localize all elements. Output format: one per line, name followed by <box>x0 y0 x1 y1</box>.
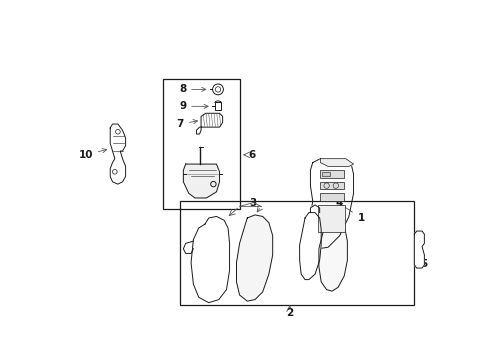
Bar <box>320 193 343 201</box>
Bar <box>320 170 343 178</box>
Text: 9: 9 <box>179 101 208 111</box>
Text: 4: 4 <box>318 198 343 212</box>
Text: 3: 3 <box>250 198 257 208</box>
Bar <box>163 80 240 209</box>
Polygon shape <box>110 124 125 184</box>
Bar <box>179 201 415 305</box>
Polygon shape <box>201 113 222 127</box>
Text: 2: 2 <box>286 308 293 318</box>
Polygon shape <box>320 159 354 166</box>
Polygon shape <box>196 127 201 134</box>
Text: 8: 8 <box>179 84 206 94</box>
Text: 10: 10 <box>78 149 107 160</box>
Bar <box>322 172 330 176</box>
Text: 6: 6 <box>248 150 255 160</box>
Polygon shape <box>237 215 273 301</box>
Text: 5: 5 <box>418 247 427 269</box>
Polygon shape <box>311 205 319 213</box>
Polygon shape <box>415 231 424 268</box>
Polygon shape <box>183 241 194 253</box>
Polygon shape <box>183 164 220 198</box>
Text: 1: 1 <box>327 195 365 223</box>
Bar <box>318 205 345 232</box>
Polygon shape <box>191 216 229 303</box>
Polygon shape <box>309 159 354 249</box>
Text: 7: 7 <box>176 119 197 129</box>
Bar <box>320 182 343 189</box>
Polygon shape <box>319 216 347 291</box>
Bar <box>215 103 221 110</box>
Polygon shape <box>300 213 321 280</box>
